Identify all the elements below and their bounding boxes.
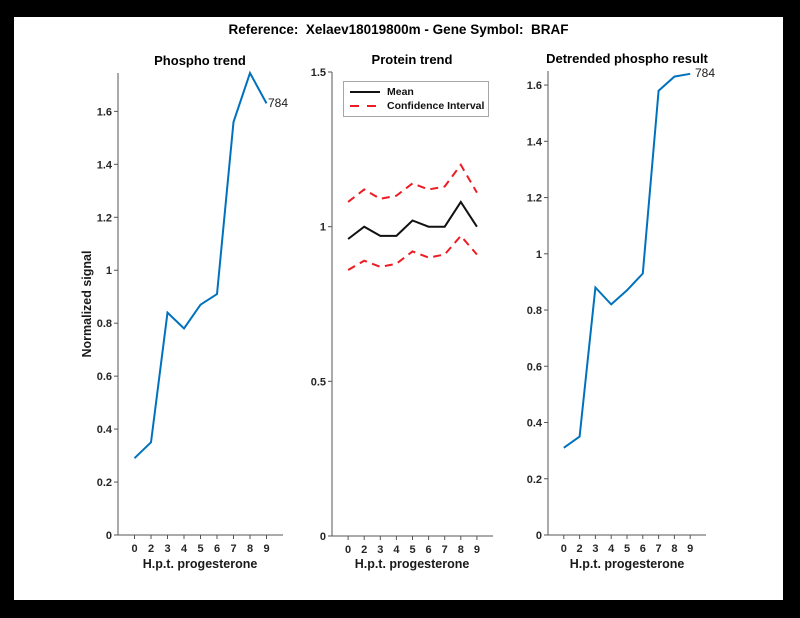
x-tick-label: 2 (577, 543, 583, 555)
legend-item-mean: Mean (350, 85, 482, 98)
x-tick-label: 6 (214, 543, 220, 555)
y-axis-label-normalized-signal: Normalized signal (80, 250, 94, 358)
figure-canvas: Reference: Xelaev18019800m - Gene Symbol… (14, 17, 783, 600)
x-tick-label: 3 (164, 543, 170, 555)
x-axis-label-phospho: H.p.t. progesterone (142, 557, 258, 571)
x-tick-label: 7 (442, 544, 448, 556)
x-tick-label: 4 (608, 543, 615, 555)
y-tick-label: 1 (106, 265, 112, 277)
y-tick-label: 0.4 (97, 424, 113, 436)
x-tick-label: 5 (197, 543, 203, 555)
x-tick-label: 8 (458, 544, 464, 556)
x-tick-label: 3 (377, 544, 383, 556)
y-tick-label: 0.6 (97, 371, 112, 383)
y-tick-label: 0 (536, 530, 542, 542)
subplot-title-phospho-trend: Phospho trend (154, 53, 246, 68)
y-tick-label: 0.8 (527, 305, 542, 317)
x-tick-label: 8 (671, 543, 677, 555)
legend-swatch-mean-line (350, 90, 380, 93)
series-line-detrended-phospho (563, 72, 691, 449)
y-tick-label: 0.5 (311, 376, 326, 388)
y-tick-label: 0.2 (527, 474, 542, 486)
subplot-title-detrended-phospho: Detrended phospho result (546, 51, 708, 66)
series-line-phospho-signal (133, 70, 268, 459)
plots-layer: 00.20.40.60.811.21.41.60 2 3 4 5 6 7 8 900.511.5… (97, 67, 706, 556)
series-line-confidence-interval-upper (347, 162, 478, 203)
y-tick-label: 0.6 (527, 361, 542, 373)
x-tick-label: 2 (148, 543, 154, 555)
x-tick-label: 4 (181, 543, 188, 555)
x-tick-label: 0 (131, 543, 137, 555)
legend-item-confidence-interval: Confidence Interval (350, 99, 485, 112)
x-tick-label: 9 (687, 543, 693, 555)
x-tick-label: 8 (247, 543, 253, 555)
legend-label-confidence-interval: Confidence Interval (387, 99, 485, 112)
data-point-annotation-784-phospho: 784 (268, 96, 289, 110)
y-tick-label: 1.6 (527, 80, 542, 92)
y-tick-label: 1.2 (527, 193, 542, 205)
x-tick-label: 5 (624, 543, 630, 555)
y-tick-label: 0 (320, 531, 326, 543)
legend-box: Mean Confidence Interval (343, 81, 489, 117)
x-tick-label: 9 (263, 543, 269, 555)
x-tick-label: 3 (592, 543, 598, 555)
x-tick-label: 0 (345, 544, 351, 556)
y-tick-label: 1.6 (97, 106, 112, 118)
legend-swatch-confidence-interval-line (350, 104, 380, 107)
data-point-annotation-784-detrended: 784 (695, 66, 716, 80)
y-tick-label: 1 (536, 249, 542, 261)
x-tick-label: 7 (230, 543, 236, 555)
series-line-confidence-interval-lower (347, 234, 478, 271)
x-tick-label: 7 (656, 543, 662, 555)
y-tick-label: 0 (106, 530, 112, 542)
x-tick-label: 9 (474, 544, 480, 556)
x-tick-label: 5 (409, 544, 415, 556)
figure-title: Reference: Xelaev18019800m - Gene Symbol… (228, 22, 569, 37)
y-tick-label: 0.2 (97, 477, 112, 489)
series-line-mean (347, 200, 478, 240)
x-axis-label-detrended: H.p.t. progesterone (569, 557, 685, 571)
x-tick-label: 4 (393, 544, 400, 556)
x-tick-label: 6 (426, 544, 432, 556)
y-tick-label: 0.4 (527, 418, 543, 430)
y-tick-label: 1 (320, 222, 326, 234)
y-tick-label: 1.5 (311, 67, 326, 79)
y-tick-label: 1.2 (97, 212, 112, 224)
legend-label-mean: Mean (387, 85, 414, 98)
y-tick-label: 1.4 (97, 159, 113, 171)
y-tick-label: 1.4 (527, 136, 543, 148)
subplot-title-protein-trend: Protein trend (371, 52, 453, 67)
y-tick-label: 0.8 (97, 318, 112, 330)
x-tick-label: 2 (361, 544, 367, 556)
x-axis-label-protein: H.p.t. progesterone (354, 557, 470, 571)
x-tick-label: 0 (561, 543, 567, 555)
x-tick-label: 6 (640, 543, 646, 555)
